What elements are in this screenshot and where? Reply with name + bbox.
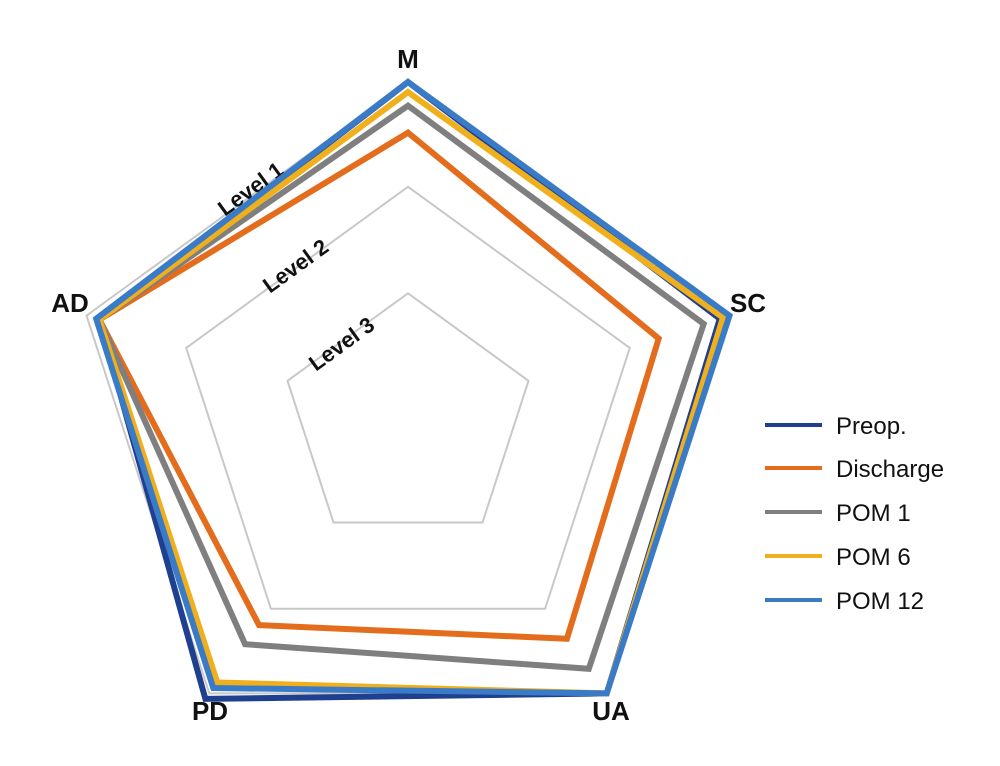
legend: Preop. Discharge POM 1 POM 6 POM 12 <box>765 413 944 615</box>
axis-label-sc: SC <box>730 288 766 318</box>
axis-label-ua: UA <box>592 696 630 726</box>
series-pom-12 <box>92 78 734 697</box>
legend-item-preop: Preop. <box>765 413 907 440</box>
axis-label-ad: AD <box>51 288 89 318</box>
axis-label-pd: PD <box>192 696 228 726</box>
grid-ring-3 <box>286 292 530 524</box>
legend-label-preop: Preop. <box>836 413 907 440</box>
legend-item-discharge: Discharge <box>765 456 944 483</box>
legend-item-pom6: POM 6 <box>765 544 911 571</box>
legend-item-pom1: POM 1 <box>765 500 911 527</box>
grid-ring-2 <box>185 185 631 610</box>
level-label-3: Level 3 <box>304 312 379 376</box>
axis-label-m: M <box>397 44 419 74</box>
series-pom-1 <box>95 102 708 672</box>
axis-labels: M SC UA PD AD <box>51 44 766 726</box>
legend-label-discharge: Discharge <box>836 456 944 483</box>
legend-label-pom1: POM 1 <box>836 500 911 527</box>
level-label-2: Level 2 <box>258 234 333 298</box>
legend-item-pom12: POM 12 <box>765 588 924 615</box>
radar-series <box>92 78 734 702</box>
legend-label-pom6: POM 6 <box>836 544 911 571</box>
series-pom-6 <box>95 88 727 697</box>
series-discharge <box>95 129 663 642</box>
level-labels: Level 1 Level 2 Level 3 <box>213 157 379 376</box>
legend-label-pom12: POM 12 <box>836 588 924 615</box>
